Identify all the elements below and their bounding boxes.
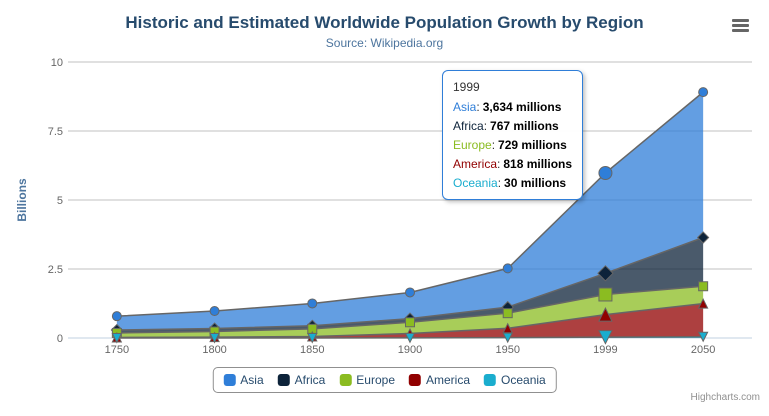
tooltip-colon: : — [497, 176, 502, 190]
legend-swatch — [484, 374, 497, 386]
legend-swatch — [277, 374, 290, 386]
tooltip-colon: : — [497, 157, 501, 171]
legend-label: Africa — [294, 373, 326, 387]
tooltip-row-europe: Europe: 729 millions — [453, 136, 572, 155]
data-point-marker-asia[interactable] — [598, 166, 613, 181]
x-axis-label: 1999 — [593, 344, 617, 356]
data-point-marker-oceania[interactable] — [697, 331, 709, 343]
legend-label: Asia — [240, 373, 264, 387]
chart-subtitle: Source: Wikipedia.org — [325, 36, 444, 50]
data-point-marker-oceania[interactable] — [502, 332, 514, 344]
x-axis-label: 1900 — [398, 344, 422, 356]
tooltip-header: 1999 — [453, 80, 480, 94]
y-axis-label: 7.5 — [48, 126, 63, 138]
tooltip-colon: : — [483, 119, 488, 133]
legend-swatch — [409, 374, 422, 386]
data-point-marker-europe[interactable] — [698, 281, 709, 292]
data-point-marker-europe[interactable] — [405, 317, 415, 328]
credits-link[interactable]: Highcharts.com — [690, 392, 760, 403]
x-axis-label: 1750 — [105, 344, 129, 356]
data-point-marker-oceania[interactable] — [209, 332, 220, 344]
data-point-marker-asia[interactable] — [209, 306, 220, 317]
legend-label: Europe — [356, 373, 396, 387]
data-point-marker-oceania[interactable] — [111, 332, 123, 344]
data-point-marker-europe[interactable] — [598, 287, 613, 302]
y-axis-label: 5 — [57, 195, 63, 207]
legend-swatch — [223, 374, 236, 386]
tooltip-value: 3,634 millions — [482, 100, 562, 114]
legend-swatch — [339, 374, 352, 386]
tooltip-colon: : — [476, 100, 480, 114]
area-band-america[interactable] — [116, 303, 704, 338]
tooltip-value: 729 millions — [498, 138, 567, 152]
legend-item-europe[interactable]: Europe — [339, 373, 395, 387]
tooltip-row-asia: Asia: 3,634 millions — [453, 98, 572, 117]
tooltip-value: 818 millions — [503, 157, 573, 171]
legend-item-america[interactable]: America — [409, 373, 470, 387]
x-axis-label: 1800 — [202, 344, 226, 356]
legend: Asia Africa Europe America Oceania — [212, 367, 557, 393]
tooltip-series-name: Europe — [453, 138, 492, 152]
tooltip-row-america: America: 818 millions — [453, 155, 572, 174]
legend-label: America — [426, 373, 471, 387]
hamburger-icon — [732, 24, 749, 27]
tooltip: 1999 Asia: 3,634 millions Africa: 767 milli… — [442, 70, 584, 200]
area-band-africa[interactable] — [116, 237, 704, 333]
tooltip-colon: : — [491, 138, 496, 152]
y-axis-label: 0 — [57, 333, 63, 345]
tooltip-row-oceania: Oceania: 30 millions — [453, 174, 572, 193]
data-point-marker-asia[interactable] — [111, 311, 122, 322]
x-axis-label: 1950 — [495, 344, 519, 356]
y-axis-label: 10 — [51, 57, 63, 69]
legend-label: Oceania — [501, 373, 546, 387]
data-point-marker-oceania[interactable] — [598, 330, 613, 345]
context-menu-button[interactable] — [732, 19, 749, 32]
data-point-marker-africa[interactable] — [696, 231, 710, 244]
x-axis-label: 2050 — [691, 344, 715, 356]
data-point-marker-asia[interactable] — [307, 298, 318, 309]
data-point-marker-america[interactable] — [697, 297, 709, 309]
y-axis-label: 2.5 — [48, 264, 63, 276]
data-point-marker-oceania[interactable] — [306, 332, 318, 344]
tooltip-value: 30 millions — [504, 176, 567, 190]
y-axis-title: Billions — [15, 178, 29, 222]
data-point-marker-asia[interactable] — [698, 87, 709, 98]
x-axis-label: 1850 — [300, 344, 324, 356]
legend-item-asia[interactable]: Asia — [223, 373, 264, 387]
tooltip-row-africa: Africa: 767 millions — [453, 117, 572, 136]
data-point-marker-oceania[interactable] — [404, 332, 416, 344]
tooltip-series-name: America — [453, 157, 498, 171]
tooltip-value: 767 millions — [490, 119, 559, 133]
legend-item-africa[interactable]: Africa — [277, 373, 326, 387]
data-point-marker-asia[interactable] — [502, 263, 513, 274]
hamburger-icon — [732, 19, 749, 22]
data-point-marker-asia[interactable] — [405, 287, 415, 298]
tooltip-series-name: Asia — [453, 100, 477, 114]
data-point-marker-africa[interactable] — [597, 265, 614, 282]
chart-title: Historic and Estimated Worldwide Populat… — [125, 13, 644, 32]
data-point-marker-america[interactable] — [598, 306, 613, 322]
legend-item-oceania[interactable]: Oceania — [484, 373, 546, 387]
area-band-asia[interactable] — [116, 92, 704, 331]
tooltip-series-name: Africa — [453, 119, 484, 133]
data-point-marker-europe[interactable] — [502, 308, 513, 319]
hamburger-icon — [732, 29, 749, 32]
tooltip-series-name: Oceania — [453, 176, 498, 190]
